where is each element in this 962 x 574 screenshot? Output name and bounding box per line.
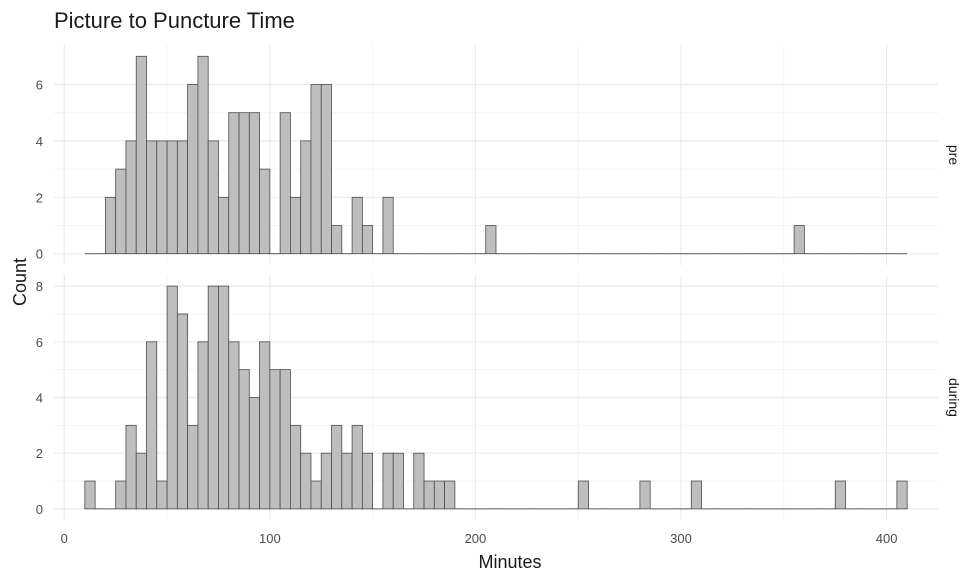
histogram-bar: [290, 424, 302, 510]
histogram-bar: [834, 480, 846, 510]
histogram-bar: [896, 480, 908, 510]
histogram-bar: [331, 225, 343, 255]
histogram-bar: [320, 84, 332, 255]
x-tick-label: 200: [465, 531, 487, 546]
histogram-bar: [279, 112, 291, 255]
histogram-bar: [207, 285, 219, 510]
histogram-bar: [485, 225, 497, 255]
histogram-bar: [444, 480, 456, 510]
histogram-bar: [135, 55, 147, 255]
histogram-bar: [156, 140, 168, 255]
histogram-bar: [228, 112, 240, 255]
histogram-bar: [331, 424, 343, 510]
histogram-bar: [382, 452, 394, 510]
histogram-bar: [351, 196, 363, 255]
histogram-bar: [197, 55, 209, 255]
histogram-bar: [577, 480, 589, 510]
x-tick-label: 100: [259, 531, 281, 546]
facet-label-during: during: [946, 378, 962, 417]
y-axis-title: Count: [10, 258, 30, 306]
histogram-bar: [793, 225, 805, 255]
facet-label-pre: pre: [946, 145, 962, 165]
histogram-bar: [187, 84, 199, 255]
histogram-bar: [259, 341, 271, 510]
histogram-bar: [341, 452, 353, 510]
histogram-bar: [300, 452, 312, 510]
histogram-bar: [176, 313, 189, 510]
histogram-bar: [176, 140, 189, 255]
histogram-bar: [361, 225, 374, 255]
facet-panels: 0 2 4 6 pre 0 2 4 6 8 during: [36, 45, 962, 520]
histogram-bar: [392, 452, 404, 510]
histogram-bar: [300, 140, 312, 255]
histogram-bar: [238, 112, 250, 255]
y-tick-label: 4: [36, 391, 43, 406]
histogram-bar: [238, 369, 250, 510]
histogram-bar: [84, 480, 96, 510]
y-tick-label: 0: [36, 502, 43, 517]
x-tick-label: 0: [61, 531, 68, 546]
y-tick-label: 4: [36, 134, 43, 149]
panel-pre: 0 2 4 6 pre: [36, 45, 962, 265]
histogram-bar: [197, 341, 209, 510]
panel-during: 0 2 4 6 8 during: [36, 275, 962, 520]
chart-title: Picture to Puncture Time: [54, 8, 295, 33]
histogram-bar: [207, 140, 219, 255]
histogram-bar: [361, 452, 374, 510]
histogram-bar: [104, 196, 117, 255]
histogram-bar: [125, 140, 137, 255]
x-axis-title: Minutes: [478, 552, 541, 572]
histogram-bar: [310, 84, 322, 255]
histogram-bar: [115, 480, 127, 510]
x-tick-label: 400: [876, 531, 898, 546]
histogram-bar: [166, 140, 178, 255]
histogram-bar: [382, 196, 394, 255]
histogram-bar: [228, 341, 240, 510]
y-tick-label: 6: [36, 335, 43, 350]
histogram-bar: [259, 168, 271, 255]
histogram-bar: [639, 480, 651, 510]
histogram-bar: [156, 480, 168, 510]
histogram-bar: [248, 112, 260, 255]
histogram-bar: [310, 480, 322, 510]
x-axis-ticks: 0 100 200 300 400: [61, 531, 898, 546]
histogram-bar: [135, 452, 147, 510]
histogram-bar: [115, 168, 127, 255]
histogram-bar: [351, 424, 363, 510]
histogram-bar: [690, 480, 702, 510]
histogram-bar: [125, 424, 137, 510]
histogram-bar: [248, 397, 260, 510]
histogram-bar: [413, 452, 425, 510]
x-tick-label: 300: [670, 531, 692, 546]
y-tick-label: 2: [36, 446, 43, 461]
y-tick-label: 0: [36, 247, 43, 262]
histogram-bar: [166, 285, 178, 510]
histogram-bar: [279, 369, 291, 510]
histogram-bar: [269, 369, 281, 510]
histogram-bar: [146, 341, 158, 510]
histogram-bar: [187, 424, 199, 510]
histogram-bar: [290, 196, 302, 255]
histogram-bar: [146, 140, 158, 255]
y-tick-label: 2: [36, 190, 43, 205]
histogram-bar: [218, 285, 230, 510]
histogram-bar: [423, 480, 435, 510]
histogram-bar: [218, 196, 230, 255]
y-tick-label: 8: [36, 279, 43, 294]
histogram-bar: [433, 480, 446, 510]
histogram-bar: [320, 452, 332, 510]
y-tick-label: 6: [36, 77, 43, 92]
